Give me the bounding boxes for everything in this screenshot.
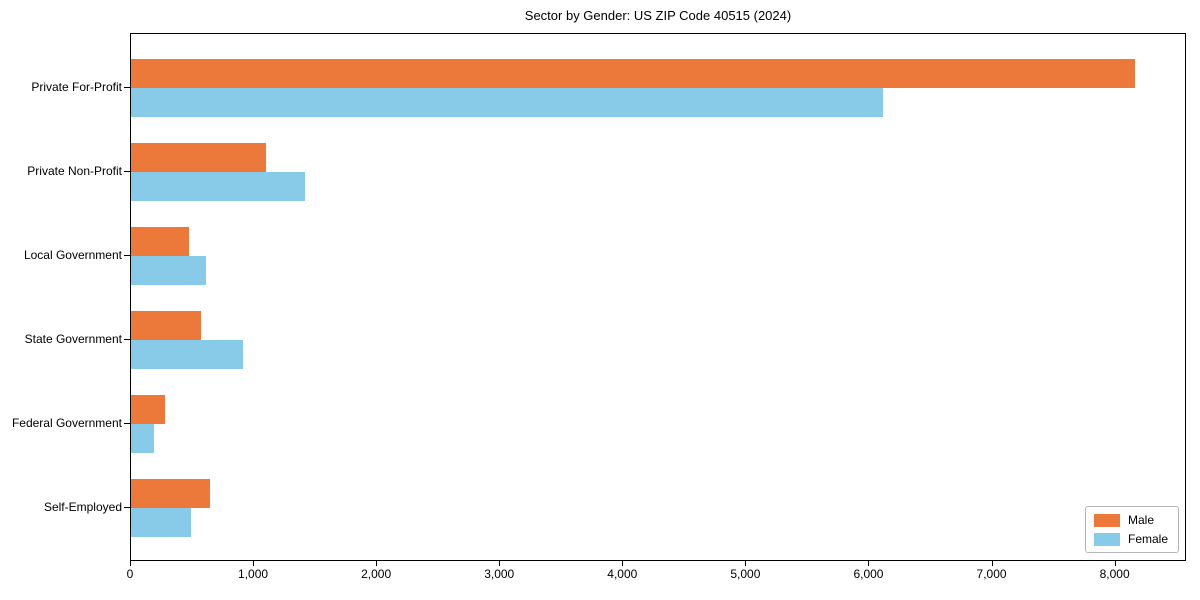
legend-swatch-female	[1093, 532, 1120, 546]
x-axis-tick-label: 6,000	[853, 567, 884, 581]
y-axis-tick	[124, 171, 130, 172]
y-axis-label: Federal Government	[11, 416, 122, 430]
y-axis-tick	[124, 423, 130, 424]
y-axis-label: Private Non-Profit	[27, 164, 122, 178]
bar-male-0	[131, 59, 1135, 88]
legend-label: Male	[1127, 513, 1154, 527]
legend-item-male: Male	[1093, 513, 1168, 527]
x-axis-tick-label: 4,000	[607, 567, 638, 581]
y-axis-label: Private For-Profit	[31, 80, 122, 94]
legend-swatch-male	[1093, 513, 1120, 527]
x-axis-tick	[1114, 561, 1116, 566]
y-axis-label: State Government	[24, 332, 122, 346]
x-axis-tick	[253, 561, 255, 566]
x-axis-tick-label: 7,000	[976, 567, 1007, 581]
y-axis-label: Local Government	[23, 248, 122, 262]
bar-male-2	[131, 227, 189, 256]
legend: Male Female	[1084, 506, 1179, 553]
x-axis-tick-label: 5,000	[730, 567, 761, 581]
bar-female-0	[131, 88, 883, 117]
x-axis-tick	[991, 561, 993, 566]
bar-female-5	[131, 508, 192, 537]
chart-title: Sector by Gender: US ZIP Code 40515 (202…	[524, 8, 792, 23]
y-axis-label: Self-Employed	[43, 500, 122, 514]
x-axis-tick	[376, 561, 378, 566]
bar-female-2	[131, 256, 206, 285]
bar-male-3	[131, 311, 202, 340]
x-axis-tick-label: 1,000	[238, 567, 269, 581]
x-axis-tick	[868, 561, 870, 566]
plot-area: Male Female	[130, 33, 1186, 561]
legend-label: Female	[1127, 532, 1168, 546]
bar-female-1	[131, 172, 306, 201]
x-axis-tick-label: 2,000	[361, 567, 392, 581]
y-axis-tick	[124, 255, 130, 256]
bar-female-4	[131, 424, 155, 453]
x-axis-tick	[745, 561, 747, 566]
x-axis-tick	[622, 561, 624, 566]
x-axis-tick	[499, 561, 501, 566]
bar-male-5	[131, 479, 210, 508]
y-axis-tick	[124, 87, 130, 88]
bar-female-3	[131, 340, 243, 369]
y-axis-tick	[124, 507, 130, 508]
x-axis-tick	[130, 561, 131, 566]
bar-male-4	[131, 395, 166, 424]
x-axis-tick-label: 3,000	[484, 567, 515, 581]
y-axis-tick	[124, 339, 130, 340]
x-axis-tick-label: 8,000	[1099, 567, 1130, 581]
legend-item-female: Female	[1093, 532, 1168, 546]
x-axis-tick-label: 0	[126, 567, 134, 581]
bar-male-1	[131, 143, 267, 172]
